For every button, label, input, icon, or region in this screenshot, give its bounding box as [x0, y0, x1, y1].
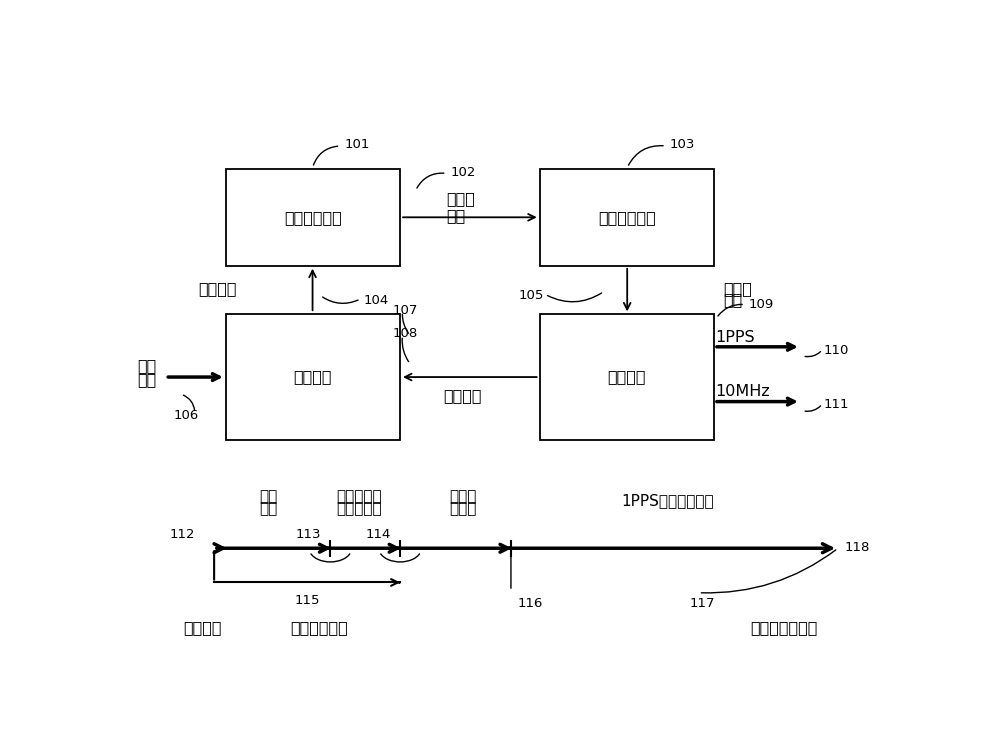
Text: 信号: 信号: [137, 373, 156, 388]
Text: 117: 117: [689, 597, 715, 610]
Text: 时钟调: 时钟调: [449, 489, 477, 505]
Text: 卫星时间: 卫星时间: [183, 621, 222, 636]
Text: 钟差估计模块: 钟差估计模块: [598, 210, 656, 225]
Text: 观测值: 观测值: [447, 191, 476, 206]
Bar: [540, 169, 714, 266]
Text: 导航: 导航: [137, 358, 156, 373]
Text: 115: 115: [294, 594, 320, 607]
Text: 101: 101: [344, 138, 370, 150]
Text: 本地时钟: 本地时钟: [608, 370, 646, 385]
Text: 103: 103: [670, 138, 695, 150]
Text: 差估计误差: 差估计误差: [336, 501, 382, 516]
Text: 113: 113: [296, 528, 321, 542]
Text: 109: 109: [748, 298, 773, 310]
Text: 其它因素钟: 其它因素钟: [336, 489, 382, 505]
Text: 星历: 星历: [447, 208, 466, 223]
Text: 复现的卫星时间: 复现的卫星时间: [750, 621, 817, 636]
Text: 110: 110: [824, 344, 849, 356]
Text: 时钟反馈: 时钟反馈: [443, 388, 481, 403]
Text: 102: 102: [450, 166, 476, 179]
Text: 接收机: 接收机: [723, 281, 752, 296]
Text: 107: 107: [392, 304, 418, 317]
Bar: [540, 314, 714, 440]
Text: 111: 111: [824, 398, 850, 411]
Text: 基带处理模块: 基带处理模块: [284, 210, 342, 225]
Text: 钟差估计误差: 钟差估计误差: [290, 621, 348, 636]
Text: 延迟: 延迟: [259, 501, 278, 516]
Text: 中频信号: 中频信号: [199, 281, 237, 296]
Text: 通道: 通道: [259, 489, 278, 505]
Text: 钟差: 钟差: [723, 293, 743, 308]
Text: 108: 108: [392, 327, 418, 339]
Text: 1PPS: 1PPS: [716, 330, 755, 345]
Text: 112: 112: [169, 528, 195, 542]
Text: 114: 114: [365, 528, 391, 542]
Text: 105: 105: [519, 289, 544, 302]
Bar: [226, 169, 400, 266]
Text: 106: 106: [174, 409, 199, 422]
Text: 104: 104: [364, 293, 389, 307]
Bar: [226, 314, 400, 440]
Text: 10MHz: 10MHz: [716, 385, 770, 399]
Text: 控误差: 控误差: [449, 501, 477, 516]
Text: 116: 116: [517, 597, 543, 610]
Text: 射频前端: 射频前端: [294, 370, 332, 385]
Text: 118: 118: [844, 541, 870, 554]
Text: 1PPS输出链路延迟: 1PPS输出链路延迟: [621, 494, 714, 508]
